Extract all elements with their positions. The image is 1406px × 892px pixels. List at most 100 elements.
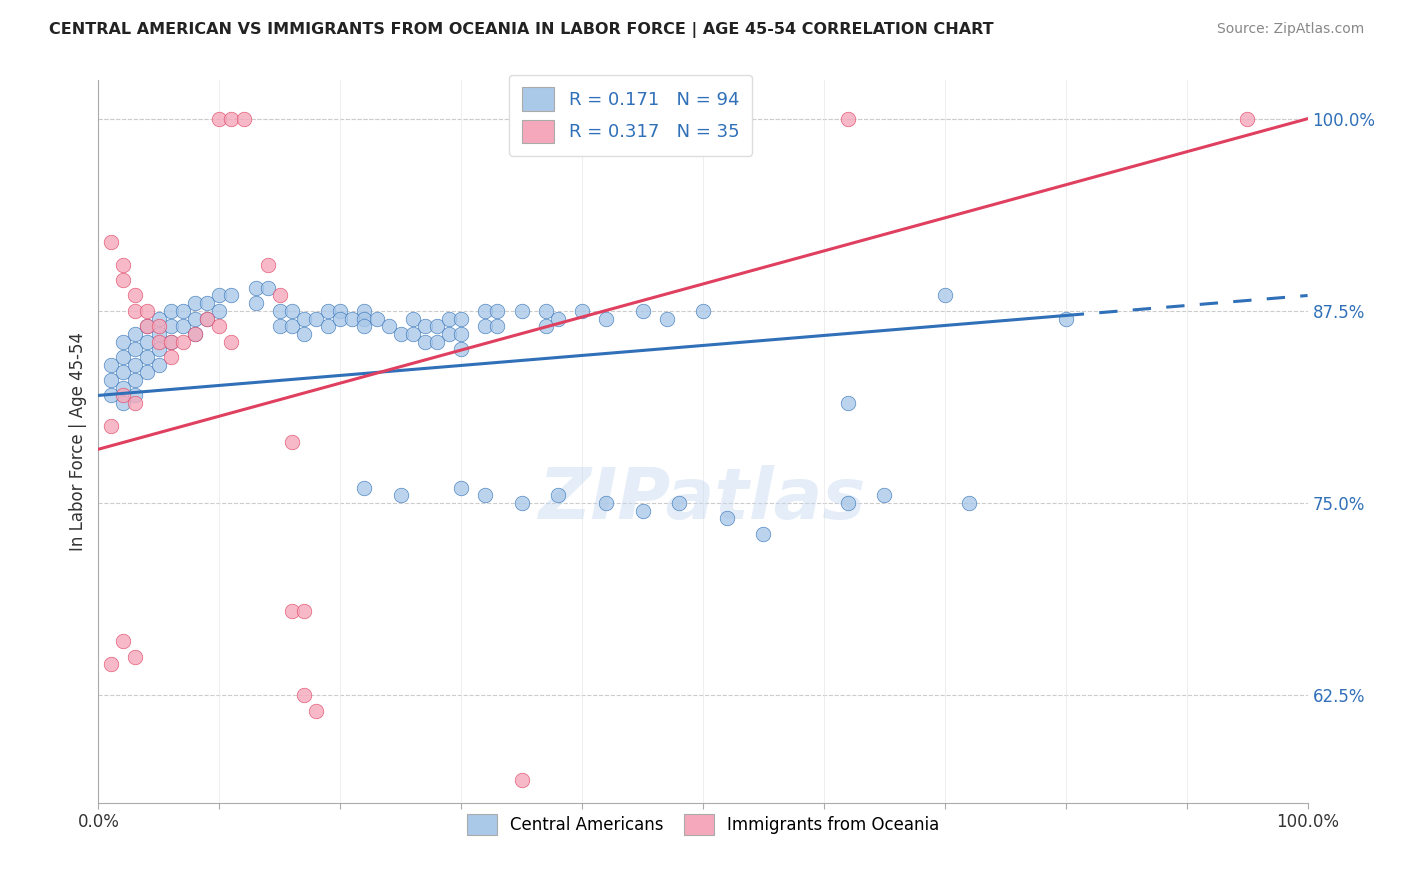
Point	[342, 311, 364, 326]
Point	[837, 396, 859, 410]
Point	[426, 334, 449, 349]
Point	[631, 304, 654, 318]
Point	[450, 343, 472, 357]
Point	[184, 326, 207, 341]
Point	[160, 334, 183, 349]
Point	[124, 373, 146, 387]
Point	[474, 319, 496, 334]
Point	[474, 488, 496, 502]
Point	[100, 388, 122, 402]
Point	[124, 304, 146, 318]
Point	[402, 326, 425, 341]
Point	[534, 304, 557, 318]
Point	[148, 334, 170, 349]
Point	[184, 296, 207, 310]
Point	[172, 334, 194, 349]
Text: Source: ZipAtlas.com: Source: ZipAtlas.com	[1216, 22, 1364, 37]
Point	[305, 311, 328, 326]
Point	[571, 304, 593, 318]
Point	[837, 112, 859, 126]
Point	[100, 358, 122, 372]
Point	[450, 481, 472, 495]
Point	[353, 311, 375, 326]
Point	[135, 319, 157, 334]
Point	[135, 319, 157, 334]
Point	[873, 488, 896, 502]
Point	[292, 688, 315, 702]
Point	[292, 326, 315, 341]
Point	[269, 319, 291, 334]
Point	[752, 526, 775, 541]
Point	[135, 350, 157, 364]
Point	[316, 304, 339, 318]
Point	[486, 319, 509, 334]
Point	[195, 311, 218, 326]
Point	[232, 112, 254, 126]
Point	[148, 358, 170, 372]
Point	[269, 304, 291, 318]
Point	[111, 388, 134, 402]
Point	[160, 334, 183, 349]
Point	[100, 373, 122, 387]
Point	[281, 604, 304, 618]
Point	[148, 326, 170, 341]
Point	[1054, 311, 1077, 326]
Point	[413, 319, 436, 334]
Point	[256, 281, 278, 295]
Point	[292, 311, 315, 326]
Legend: Central Americans, Immigrants from Oceania: Central Americans, Immigrants from Ocean…	[457, 804, 949, 845]
Point	[547, 311, 569, 326]
Point	[305, 704, 328, 718]
Point	[402, 311, 425, 326]
Point	[292, 604, 315, 618]
Point	[716, 511, 738, 525]
Point	[957, 496, 980, 510]
Point	[100, 419, 122, 434]
Point	[111, 258, 134, 272]
Point	[195, 311, 218, 326]
Point	[631, 504, 654, 518]
Point	[281, 319, 304, 334]
Point	[160, 304, 183, 318]
Point	[486, 304, 509, 318]
Point	[353, 481, 375, 495]
Point	[837, 496, 859, 510]
Point	[329, 304, 352, 318]
Point	[208, 112, 231, 126]
Point	[510, 496, 533, 510]
Point	[111, 381, 134, 395]
Point	[124, 388, 146, 402]
Point	[316, 319, 339, 334]
Point	[245, 296, 267, 310]
Point	[353, 304, 375, 318]
Text: CENTRAL AMERICAN VS IMMIGRANTS FROM OCEANIA IN LABOR FORCE | AGE 45-54 CORRELATI: CENTRAL AMERICAN VS IMMIGRANTS FROM OCEA…	[49, 22, 994, 38]
Point	[534, 319, 557, 334]
Point	[474, 304, 496, 318]
Point	[208, 319, 231, 334]
Point	[1236, 112, 1258, 126]
Point	[329, 311, 352, 326]
Point	[100, 235, 122, 249]
Point	[547, 488, 569, 502]
Point	[184, 326, 207, 341]
Point	[100, 657, 122, 672]
Point	[124, 358, 146, 372]
Point	[111, 365, 134, 379]
Point	[437, 311, 460, 326]
Point	[450, 311, 472, 326]
Point	[281, 434, 304, 449]
Point	[184, 311, 207, 326]
Point	[148, 319, 170, 334]
Point	[135, 365, 157, 379]
Point	[124, 288, 146, 302]
Point	[221, 334, 243, 349]
Point	[111, 273, 134, 287]
Point	[256, 258, 278, 272]
Point	[208, 304, 231, 318]
Point	[413, 334, 436, 349]
Point	[148, 311, 170, 326]
Point	[172, 319, 194, 334]
Point	[124, 343, 146, 357]
Point	[221, 112, 243, 126]
Point	[111, 334, 134, 349]
